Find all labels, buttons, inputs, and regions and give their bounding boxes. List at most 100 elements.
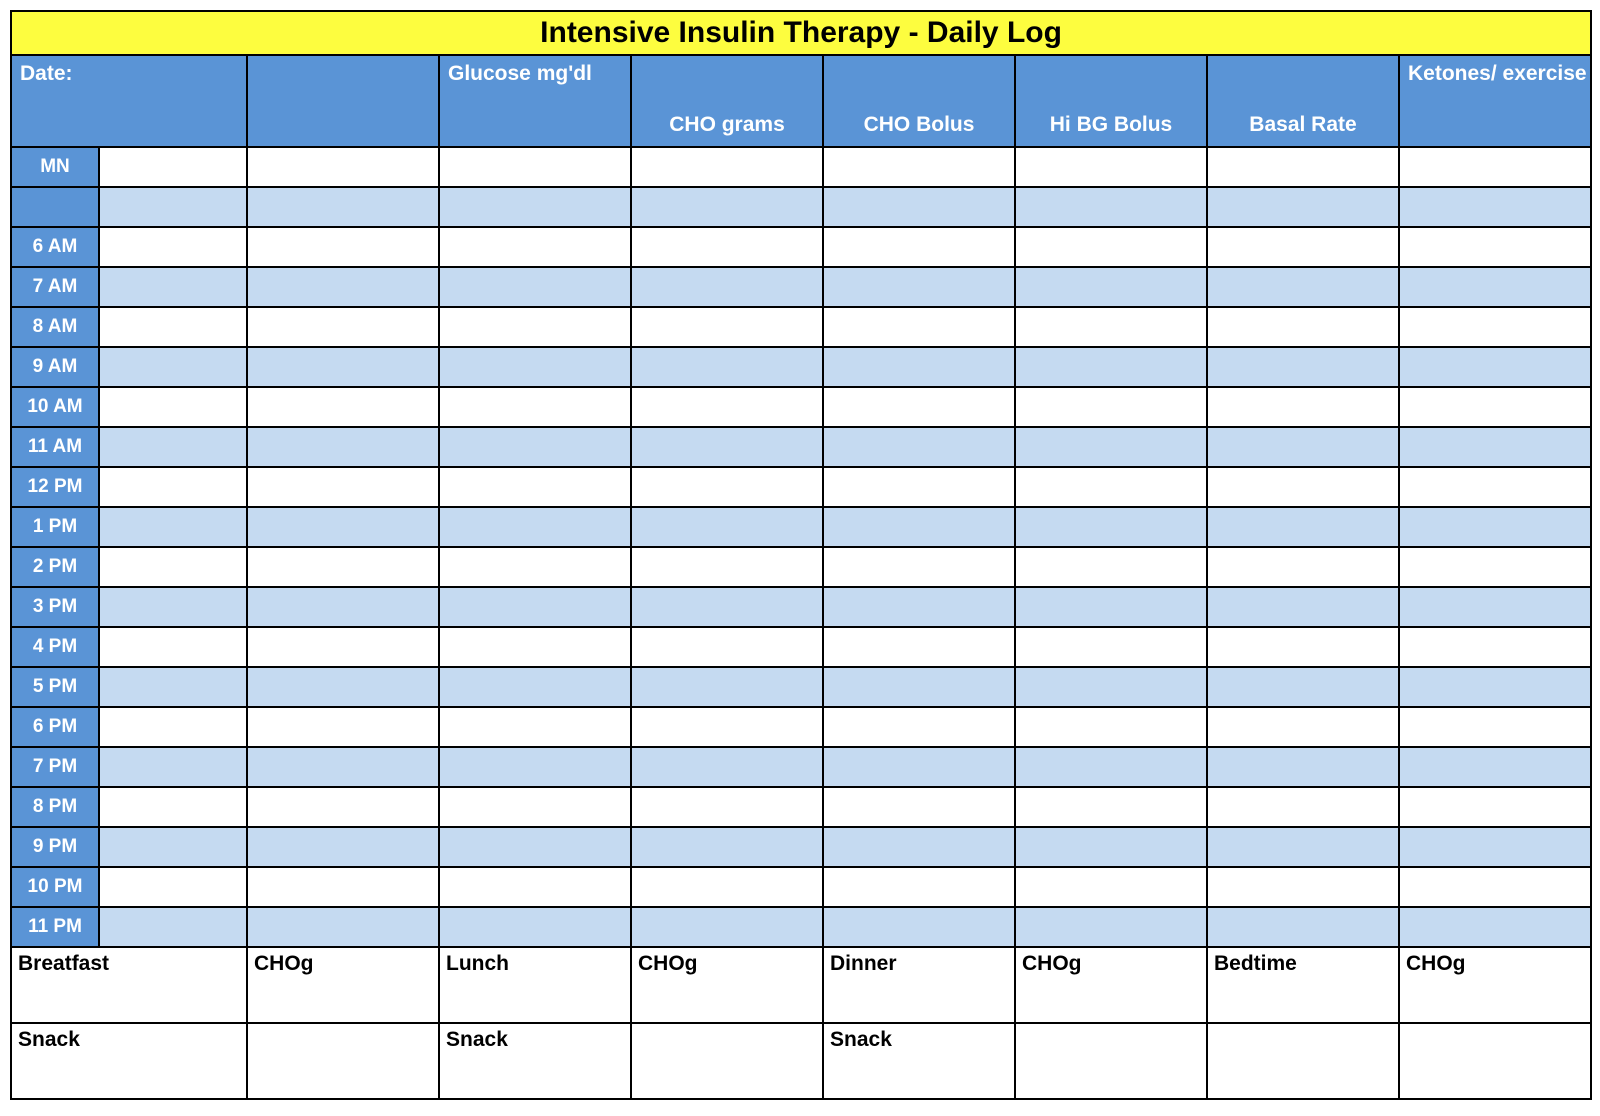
data-cell[interactable] — [99, 747, 247, 787]
data-cell[interactable] — [99, 427, 247, 467]
data-cell[interactable] — [1207, 347, 1399, 387]
data-cell[interactable] — [247, 747, 439, 787]
data-cell[interactable] — [631, 187, 823, 227]
data-cell[interactable] — [1015, 187, 1207, 227]
data-cell[interactable] — [1207, 667, 1399, 707]
data-cell[interactable] — [439, 507, 631, 547]
data-cell[interactable] — [631, 507, 823, 547]
data-cell[interactable] — [99, 347, 247, 387]
data-cell[interactable] — [247, 427, 439, 467]
data-cell[interactable] — [631, 347, 823, 387]
meal-cell[interactable]: Dinner — [823, 947, 1015, 1023]
data-cell[interactable] — [99, 387, 247, 427]
data-cell[interactable] — [1015, 587, 1207, 627]
data-cell[interactable] — [1015, 747, 1207, 787]
data-cell[interactable] — [1399, 347, 1591, 387]
data-cell[interactable] — [99, 707, 247, 747]
data-cell[interactable] — [247, 347, 439, 387]
data-cell[interactable] — [631, 867, 823, 907]
data-cell[interactable] — [823, 707, 1015, 747]
data-cell[interactable] — [439, 627, 631, 667]
data-cell[interactable] — [1399, 227, 1591, 267]
data-cell[interactable] — [1399, 867, 1591, 907]
meal-cell[interactable]: Bedtime — [1207, 947, 1399, 1023]
data-cell[interactable] — [439, 467, 631, 507]
data-cell[interactable] — [823, 507, 1015, 547]
data-cell[interactable] — [1399, 187, 1591, 227]
data-cell[interactable] — [631, 707, 823, 747]
data-cell[interactable] — [1015, 467, 1207, 507]
data-cell[interactable] — [247, 227, 439, 267]
meal-cell[interactable]: Lunch — [439, 947, 631, 1023]
meal-label[interactable]: Snack — [11, 1023, 247, 1099]
data-cell[interactable] — [1015, 147, 1207, 187]
data-cell[interactable] — [823, 747, 1015, 787]
data-cell[interactable] — [823, 267, 1015, 307]
data-cell[interactable] — [247, 307, 439, 347]
data-cell[interactable] — [247, 467, 439, 507]
data-cell[interactable] — [99, 787, 247, 827]
data-cell[interactable] — [1207, 907, 1399, 947]
data-cell[interactable] — [631, 267, 823, 307]
data-cell[interactable] — [1207, 827, 1399, 867]
data-cell[interactable] — [823, 587, 1015, 627]
data-cell[interactable] — [99, 827, 247, 867]
data-cell[interactable] — [439, 667, 631, 707]
data-cell[interactable] — [99, 667, 247, 707]
data-cell[interactable] — [823, 627, 1015, 667]
data-cell[interactable] — [1015, 827, 1207, 867]
data-cell[interactable] — [99, 867, 247, 907]
data-cell[interactable] — [1399, 147, 1591, 187]
data-cell[interactable] — [823, 667, 1015, 707]
data-cell[interactable] — [247, 547, 439, 587]
meal-cell[interactable] — [1207, 1023, 1399, 1099]
data-cell[interactable] — [631, 747, 823, 787]
meal-cell[interactable] — [247, 1023, 439, 1099]
meal-cell[interactable]: Snack — [439, 1023, 631, 1099]
data-cell[interactable] — [1399, 547, 1591, 587]
data-cell[interactable] — [631, 227, 823, 267]
data-cell[interactable] — [1399, 747, 1591, 787]
data-cell[interactable] — [1207, 147, 1399, 187]
data-cell[interactable] — [1207, 507, 1399, 547]
meal-cell[interactable]: CHOg — [247, 947, 439, 1023]
data-cell[interactable] — [1015, 227, 1207, 267]
data-cell[interactable] — [823, 347, 1015, 387]
data-cell[interactable] — [1015, 667, 1207, 707]
data-cell[interactable] — [1207, 747, 1399, 787]
data-cell[interactable] — [439, 787, 631, 827]
data-cell[interactable] — [1207, 467, 1399, 507]
data-cell[interactable] — [439, 347, 631, 387]
data-cell[interactable] — [1399, 307, 1591, 347]
data-cell[interactable] — [1399, 427, 1591, 467]
data-cell[interactable] — [823, 867, 1015, 907]
data-cell[interactable] — [1207, 427, 1399, 467]
data-cell[interactable] — [823, 467, 1015, 507]
data-cell[interactable] — [439, 187, 631, 227]
data-cell[interactable] — [1399, 907, 1591, 947]
data-cell[interactable] — [631, 427, 823, 467]
data-cell[interactable] — [1207, 787, 1399, 827]
data-cell[interactable] — [439, 747, 631, 787]
data-cell[interactable] — [99, 507, 247, 547]
data-cell[interactable] — [439, 547, 631, 587]
data-cell[interactable] — [99, 267, 247, 307]
data-cell[interactable] — [823, 187, 1015, 227]
data-cell[interactable] — [1015, 867, 1207, 907]
data-cell[interactable] — [1399, 667, 1591, 707]
data-cell[interactable] — [1015, 547, 1207, 587]
data-cell[interactable] — [823, 147, 1015, 187]
data-cell[interactable] — [1399, 267, 1591, 307]
data-cell[interactable] — [1015, 427, 1207, 467]
data-cell[interactable] — [1399, 787, 1591, 827]
data-cell[interactable] — [631, 827, 823, 867]
data-cell[interactable] — [1399, 587, 1591, 627]
meal-cell[interactable]: CHOg — [1015, 947, 1207, 1023]
data-cell[interactable] — [1015, 627, 1207, 667]
data-cell[interactable] — [823, 907, 1015, 947]
data-cell[interactable] — [439, 147, 631, 187]
meal-label[interactable]: Breatfast — [11, 947, 247, 1023]
data-cell[interactable] — [1015, 707, 1207, 747]
data-cell[interactable] — [1207, 307, 1399, 347]
data-cell[interactable] — [439, 267, 631, 307]
